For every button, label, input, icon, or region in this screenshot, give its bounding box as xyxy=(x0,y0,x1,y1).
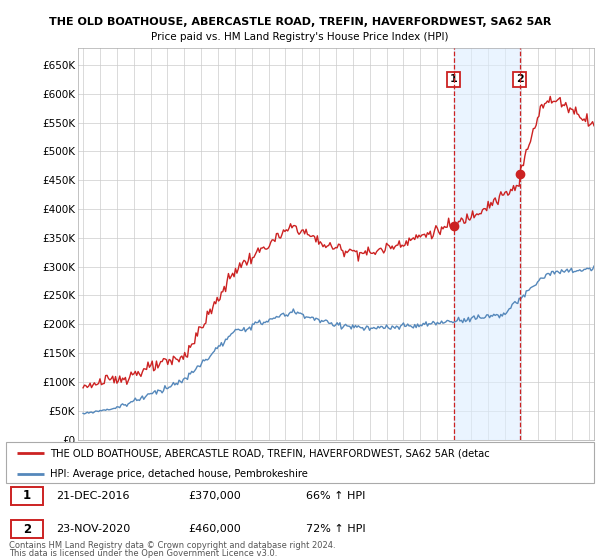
Text: HPI: Average price, detached house, Pembrokeshire: HPI: Average price, detached house, Pemb… xyxy=(50,469,308,479)
Text: 2: 2 xyxy=(516,74,524,85)
Text: Contains HM Land Registry data © Crown copyright and database right 2024.: Contains HM Land Registry data © Crown c… xyxy=(9,541,335,550)
Text: THE OLD BOATHOUSE, ABERCASTLE ROAD, TREFIN, HAVERFORDWEST, SA62 5AR: THE OLD BOATHOUSE, ABERCASTLE ROAD, TREF… xyxy=(49,17,551,27)
Text: 21-DEC-2016: 21-DEC-2016 xyxy=(56,491,130,501)
Text: This data is licensed under the Open Government Licence v3.0.: This data is licensed under the Open Gov… xyxy=(9,549,277,558)
Text: 23-NOV-2020: 23-NOV-2020 xyxy=(56,524,130,534)
Text: 1: 1 xyxy=(449,74,457,85)
Text: 72% ↑ HPI: 72% ↑ HPI xyxy=(306,524,365,534)
Text: THE OLD BOATHOUSE, ABERCASTLE ROAD, TREFIN, HAVERFORDWEST, SA62 5AR (detac: THE OLD BOATHOUSE, ABERCASTLE ROAD, TREF… xyxy=(50,449,490,458)
Text: Price paid vs. HM Land Registry's House Price Index (HPI): Price paid vs. HM Land Registry's House … xyxy=(151,32,449,42)
Text: £460,000: £460,000 xyxy=(188,524,241,534)
Text: 1: 1 xyxy=(23,489,31,502)
FancyBboxPatch shape xyxy=(11,487,43,505)
FancyBboxPatch shape xyxy=(6,442,594,483)
FancyBboxPatch shape xyxy=(11,520,43,538)
Text: £370,000: £370,000 xyxy=(188,491,241,501)
Bar xyxy=(454,48,520,440)
Text: 2: 2 xyxy=(23,522,31,536)
Text: 66% ↑ HPI: 66% ↑ HPI xyxy=(306,491,365,501)
